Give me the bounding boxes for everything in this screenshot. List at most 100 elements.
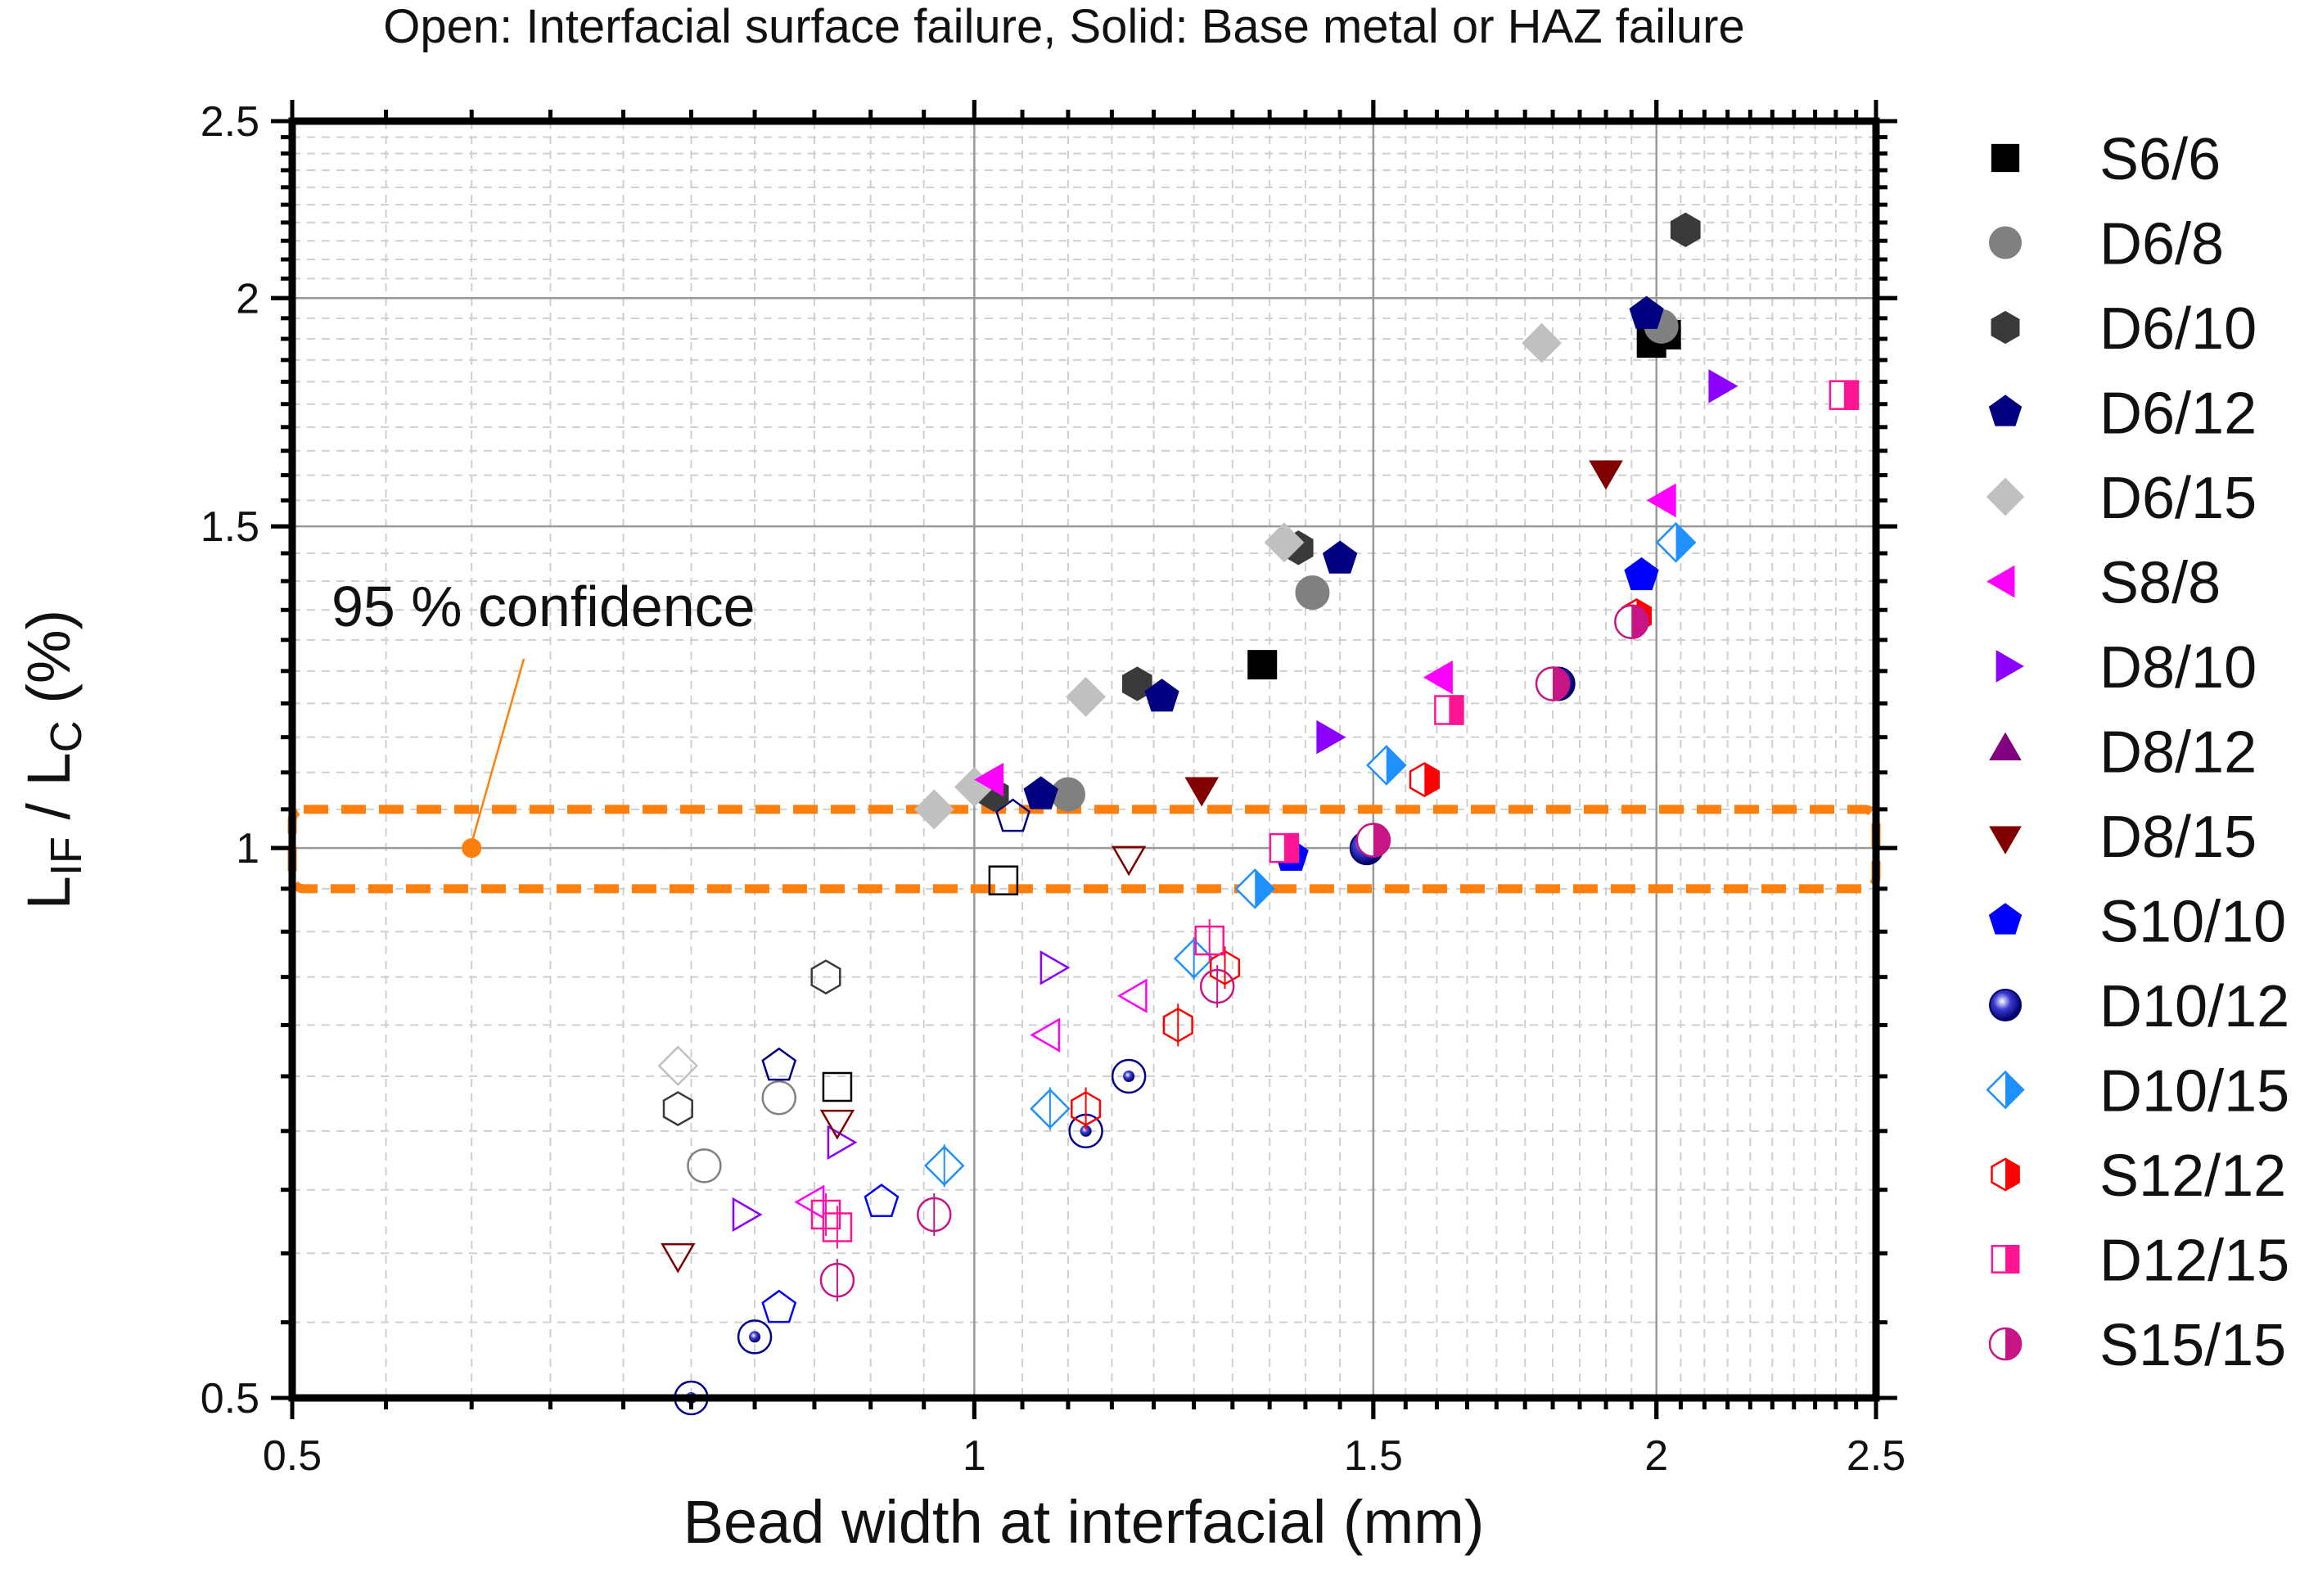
legend-item: D6/10 — [1991, 296, 2257, 362]
data-point-open — [661, 1243, 696, 1274]
data-point-solid — [1264, 522, 1305, 563]
y-tick-label: 1 — [236, 825, 259, 872]
data-point-open — [1030, 1087, 1071, 1130]
data-point-solid — [1366, 745, 1407, 786]
data-point-solid — [1535, 666, 1571, 701]
annotation-point — [462, 838, 482, 859]
data-point-open — [995, 798, 1030, 832]
legend-marker — [1991, 1157, 2020, 1192]
data-point-solid — [1522, 322, 1563, 363]
legend-marker — [1989, 226, 2022, 259]
data-point-open — [819, 1109, 855, 1140]
chart-title: Open: Interfacial surface failure, Solid… — [383, 0, 1744, 53]
legend-label: D10/15 — [2099, 1059, 2289, 1125]
data-point-solid — [1423, 660, 1453, 695]
x-axis-label: Bead width at interfacial (mm) — [683, 1488, 1485, 1556]
minor-grid — [292, 121, 1876, 1398]
data-point-solid — [1355, 823, 1391, 858]
legend-label: D12/15 — [2099, 1229, 2289, 1294]
data-point-open — [917, 1192, 952, 1236]
data-point-open — [822, 1071, 853, 1102]
data-point-open — [822, 1206, 853, 1249]
y-tick-label: 2.5 — [201, 98, 259, 146]
data-point-open — [761, 1080, 797, 1116]
annotation: 95 % confidence — [331, 575, 755, 859]
plot-frame — [288, 117, 1880, 1402]
legend-label: D8/15 — [2099, 805, 2257, 870]
data-point-open — [1111, 1058, 1147, 1094]
data-point-open — [687, 1148, 722, 1183]
legend-label: S15/15 — [2099, 1313, 2286, 1378]
x-tick-label: 2.5 — [1847, 1432, 1905, 1480]
data-point-solid — [1295, 575, 1330, 610]
data-point-open — [1199, 965, 1235, 1008]
x-tick-label: 2 — [1644, 1432, 1668, 1480]
tick-labels: 0.5 1 1.5 2 2.5 0.5 1 1.5 2 2.5 — [201, 98, 1905, 1480]
legend-marker — [1986, 1070, 2025, 1110]
legend: S6/6 D6/8 D6/10 D6/12 D6/15 S8/8 D8/10 D8/12 D8/… — [1986, 127, 2289, 1378]
legend-marker — [1989, 826, 2022, 854]
data-point-open — [1173, 937, 1215, 981]
y-axis-label: LIF / LC (%) — [15, 610, 91, 910]
data-point-solid — [1624, 557, 1659, 591]
data-point-solid — [1655, 521, 1697, 563]
data-point-open — [1039, 950, 1071, 985]
data-point-open — [794, 1184, 825, 1220]
legend-marker — [1989, 732, 2022, 760]
data-point-solid — [1066, 676, 1107, 717]
data-point-open — [810, 1192, 841, 1236]
legend-label: S8/8 — [2099, 551, 2221, 616]
legend-item: D6/8 — [1989, 212, 2224, 277]
legend-marker — [1988, 1327, 2023, 1361]
legend-label: S12/12 — [2099, 1143, 2286, 1209]
legend-label: D6/8 — [2099, 212, 2224, 277]
data-point-solid — [1234, 868, 1275, 909]
legend-item: D8/15 — [1989, 805, 2257, 870]
data-point-solid — [1409, 762, 1440, 798]
legend-item: D8/12 — [1989, 720, 2257, 786]
data-point-open — [1111, 845, 1147, 877]
data-point-solid — [1708, 369, 1738, 404]
legend-item: S10/10 — [1988, 890, 2286, 955]
data-point-solid — [974, 762, 1004, 797]
data-point-solid — [1670, 212, 1701, 247]
legend-item: S6/6 — [1991, 127, 2221, 192]
legend-label: D8/10 — [2099, 635, 2257, 701]
data-point-open — [827, 1125, 858, 1161]
legend-marker — [1988, 394, 2023, 426]
y-tick-label: 1.5 — [201, 503, 259, 551]
data-point-solid — [1614, 604, 1649, 639]
legend-item: D6/12 — [1988, 381, 2257, 447]
data-point-open — [1194, 919, 1224, 963]
legend-item: S15/15 — [1988, 1313, 2286, 1378]
data-point-solid — [1629, 295, 1664, 329]
data-point-solid — [1434, 695, 1464, 725]
legend-marker — [1988, 903, 2023, 935]
data-point-open — [662, 1091, 693, 1127]
legend-label: D8/12 — [2099, 720, 2257, 786]
data-point-open — [1071, 1087, 1102, 1130]
data-point-solid — [1050, 777, 1085, 812]
data-point-solid — [1589, 460, 1623, 490]
data-point-solid — [1144, 679, 1179, 712]
data-point-solid — [1184, 777, 1220, 807]
legend-marker — [1991, 143, 2020, 173]
data-point-solid — [1269, 832, 1300, 863]
legend-marker — [1989, 989, 2022, 1021]
y-tick-label: 2 — [236, 275, 259, 322]
data-point-open — [810, 959, 841, 995]
data-point-solid — [1322, 540, 1358, 574]
legend-item: D10/12 — [1989, 974, 2289, 1039]
data-point-open — [761, 1289, 797, 1323]
legend-label: D6/10 — [2099, 296, 2257, 362]
data-point-open — [732, 1197, 763, 1233]
legend-label: D6/15 — [2099, 466, 2257, 531]
x-tick-label: 1 — [963, 1432, 986, 1480]
data-point-open — [657, 1045, 699, 1086]
data-point-open — [761, 1047, 797, 1081]
annotation-leader — [470, 658, 525, 844]
data-point-open — [1030, 1017, 1061, 1053]
x-tick-label: 1.5 — [1344, 1432, 1403, 1480]
data-point-open — [923, 1144, 965, 1188]
